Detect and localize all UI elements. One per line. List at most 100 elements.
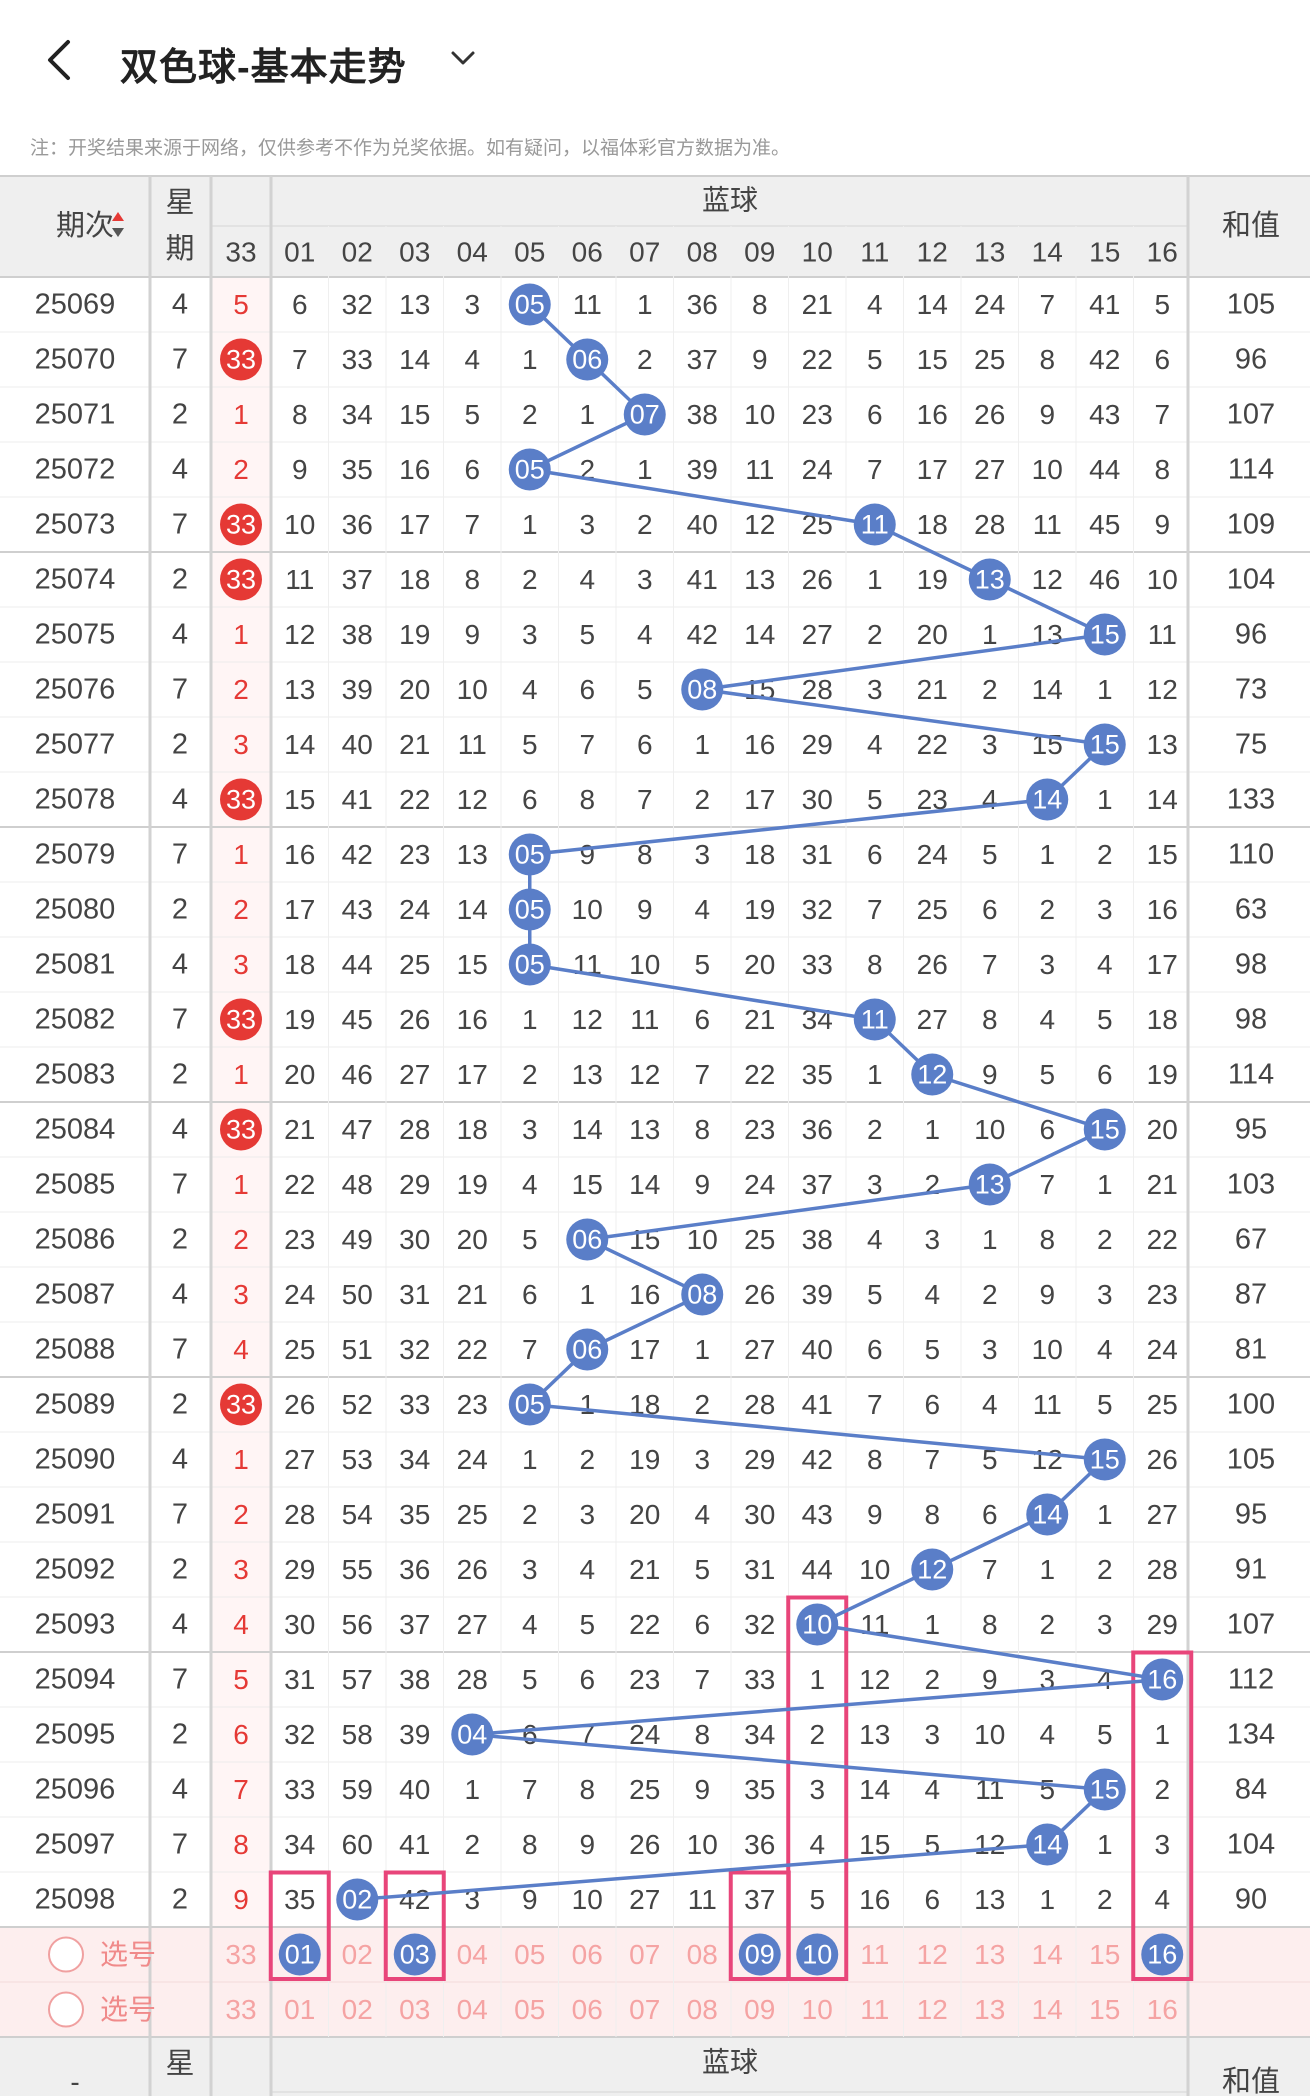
red-ball-icon [220, 1383, 262, 1426]
select-number[interactable]: 10 [802, 1994, 833, 2025]
blue-miss-cell: 22 [917, 729, 948, 760]
miss-value: 1 [233, 1444, 249, 1475]
blue-miss-cell: 2 [924, 1664, 940, 1695]
blue-miss-cell: 14 [629, 1169, 660, 1200]
select-number[interactable]: 09 [744, 1994, 775, 2025]
blue-miss-cell: 2 [464, 1829, 480, 1860]
select-number[interactable]: 04 [457, 1994, 488, 2025]
chevron-down-icon[interactable] [448, 46, 478, 70]
select-number[interactable]: 06 [572, 1994, 603, 2025]
select-number[interactable]: 15 [1089, 1994, 1120, 2025]
radio-circle-icon[interactable] [48, 1936, 84, 1973]
select-number[interactable]: 05 [514, 1939, 545, 1970]
blue-miss-cell: 36 [802, 1114, 833, 1145]
blue-ball-icon [451, 1713, 494, 1756]
miss-value: 1 [233, 399, 249, 430]
period-cell: 25072 [35, 454, 116, 486]
blue-miss-cell: 5 [982, 839, 998, 870]
select-number[interactable]: 01 [284, 1994, 315, 2025]
week-cell: 7 [172, 1829, 188, 1861]
select-number[interactable]: 02 [342, 1939, 373, 1970]
radio-circle-icon[interactable] [48, 1991, 84, 2028]
blue-miss-cell: 28 [284, 1499, 315, 1530]
select-number[interactable]: 08 [687, 1994, 718, 2025]
select-number[interactable]: 11 [860, 1994, 889, 2025]
blue-ball-icon [566, 1218, 609, 1261]
select-number[interactable]: 05 [514, 1994, 545, 2025]
select-number[interactable]: 03 [399, 1994, 430, 2025]
blue-miss-cell: 12 [1032, 564, 1063, 595]
selected-ball-number[interactable]: 01 [285, 1940, 315, 1970]
blue-miss-cell: 6 [924, 1884, 940, 1915]
blue-miss-cell: 6 [579, 1664, 595, 1695]
red-ball-icon [220, 778, 262, 821]
week-cell: 7 [172, 1169, 188, 1201]
blue-miss-cell: 21 [744, 1004, 775, 1035]
selected-ball-icon[interactable] [393, 1933, 436, 1976]
blue-miss-cell: 16 [284, 839, 315, 870]
blue-miss-cell: 3 [982, 1334, 998, 1365]
sum-cell: 100 [1227, 1389, 1275, 1421]
blue-miss-cell: 6 [522, 784, 538, 815]
select-number[interactable]: 16 [1147, 1994, 1178, 2025]
page-title[interactable]: 双色球-基本走势 [120, 47, 407, 89]
select-number[interactable]: 08 [687, 1939, 718, 1970]
blue-miss-cell: 21 [399, 729, 430, 760]
back-arrow-icon[interactable] [40, 38, 80, 82]
selected-ball-number[interactable]: 03 [400, 1940, 430, 1970]
select-label[interactable]: 选号 [100, 1939, 156, 1970]
select-number[interactable]: 13 [974, 1939, 1005, 1970]
selected-ball-icon[interactable] [278, 1933, 321, 1976]
select-label[interactable]: 选号 [100, 1994, 156, 2025]
select-number[interactable]: 12 [917, 1994, 948, 2025]
blue-ball-number: 07 [630, 400, 660, 430]
select-number[interactable]: 07 [629, 1994, 660, 2025]
blue-miss-cell: 4 [867, 1224, 883, 1255]
blue-ball-icon [968, 1163, 1011, 1206]
blue-ball-number: 08 [687, 1280, 717, 1310]
blue-miss-cell: 12 [974, 1829, 1005, 1860]
selected-ball-icon[interactable] [796, 1933, 839, 1976]
blue-ball-number: 05 [515, 1390, 545, 1420]
blue-ball-number: 05 [515, 290, 545, 320]
select-number[interactable]: 02 [342, 1994, 373, 2025]
selected-ball-number[interactable]: 16 [1147, 1940, 1177, 1970]
blue-miss-cell: 32 [744, 1609, 775, 1640]
blue-miss-cell: 1 [522, 509, 538, 540]
select-number[interactable]: 07 [629, 1939, 660, 1970]
blue-miss-cell: 2 [637, 344, 653, 375]
miss-value: 33 [226, 345, 256, 375]
blue-miss-cell: 1 [694, 729, 710, 760]
select-number[interactable]: 14 [1032, 1994, 1063, 2025]
blue-miss-cell: 2 [924, 1169, 940, 1200]
blue-miss-cell: 5 [579, 619, 595, 650]
select-number[interactable]: 11 [860, 1939, 889, 1970]
blue-miss-cell: 5 [1039, 1059, 1055, 1090]
blue-miss-cell: 8 [1039, 1224, 1055, 1255]
selected-ball-icon[interactable] [1141, 1933, 1184, 1976]
sum-cell: 110 [1228, 839, 1274, 871]
blue-ball-icon [1083, 613, 1126, 656]
blue-miss-cell: 43 [802, 1499, 833, 1530]
blue-miss-cell: 4 [924, 1279, 940, 1310]
select-number[interactable]: 12 [917, 1939, 948, 1970]
blue-miss-cell: 1 [867, 564, 883, 595]
select-number[interactable]: 13 [974, 1994, 1005, 2025]
selected-ball-number[interactable]: 10 [802, 1940, 832, 1970]
blue-miss-cell: 1 [1097, 1499, 1113, 1530]
blue-ball-number: 15 [1090, 730, 1120, 760]
blue-ball-icon [968, 558, 1011, 601]
week-cell: 7 [172, 1004, 188, 1036]
blue-miss-cell: 11 [1033, 509, 1062, 540]
sort-icon[interactable] [112, 212, 124, 237]
blue-miss-cell: 3 [522, 619, 538, 650]
selected-ball-number[interactable]: 09 [745, 1940, 775, 1970]
blue-miss-cell: 26 [802, 564, 833, 595]
blue-miss-cell: 3 [579, 1499, 595, 1530]
select-number[interactable]: 14 [1032, 1939, 1063, 1970]
miss-value: 4 [233, 1609, 249, 1640]
selected-ball-icon[interactable] [738, 1933, 781, 1976]
select-number[interactable]: 06 [572, 1939, 603, 1970]
select-number[interactable]: 15 [1089, 1939, 1120, 1970]
select-number[interactable]: 04 [457, 1939, 488, 1970]
